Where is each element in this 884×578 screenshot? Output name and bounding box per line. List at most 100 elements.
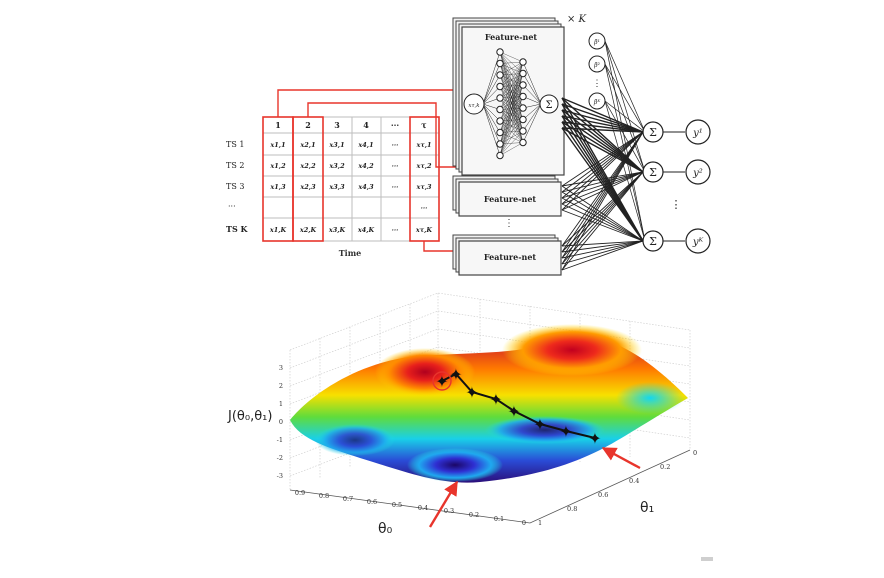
theta1-tick: 0.2 [660,463,670,471]
table-headers: 1 2 3 4 ··· τ [275,120,426,130]
theta1-tick: 0 [693,449,697,457]
output-arrows [663,131,685,242]
highlight-col-2 [292,116,324,242]
connector-col-tau [423,241,458,252]
col-header: 2 [305,120,311,130]
step-star: ✦ [489,390,502,409]
net-vdots: ⋮ [504,218,514,229]
surface-plot: ✦ ✦ ✦ ✦ ✦ ✦ ✦ ✦ 3 2 1 0 -1 -2 -3 J(θ₀,θ₁… [227,292,697,537]
z-tick: -1 [277,436,283,444]
hidden-node [496,128,504,137]
hidden-node [519,104,527,112]
z-tick: 1 [279,400,283,408]
row-labels: TS 1 TS 2 TS 3 ··· TS K [226,140,249,234]
theta0-tick: 0.6 [367,498,377,506]
output-sum-label: Σ [649,126,657,139]
col-header: 4 [363,120,369,130]
feature-net-label: Feature-net [484,252,537,262]
hidden-node [496,82,504,91]
table-grid [263,116,439,242]
theta0-tick: 0.1 [494,515,504,523]
plot-axes [289,449,691,524]
scroll-indicator [701,557,713,561]
theta0-tick: 0.4 [418,504,428,512]
hidden-node [496,140,504,148]
beta-vdots: ⋮ [593,79,602,89]
step-star: ✦ [588,429,601,448]
z-tick: -3 [277,472,283,480]
feature-net-stack-k [452,234,562,276]
table-cell: ··· [392,141,399,149]
table-cell: x2,3 [299,183,316,191]
output-label: y² [692,168,703,179]
theta1-tick: 1 [538,519,542,527]
beta-label: β² [593,62,600,69]
table-cell: x3,2 [328,162,345,170]
hidden-node [519,81,527,89]
hidden-node [519,115,527,124]
output-nodes: y¹ y² ⋮ yᴷ [671,119,711,254]
hidden-node [519,92,527,101]
theta1-tick: 0.4 [629,477,639,485]
time-series-table: 1 2 3 4 ··· τ TS 1 TS 2 TS 3 ··· TS K x1… [226,89,458,258]
table-cell: ··· [392,183,399,191]
table-cell: x4,2 [357,162,374,170]
theta0-axis-label: θ₀ [378,521,393,537]
beta-node [588,32,606,50]
beta-nodes: β¹ β² ⋮ βᴷ [588,32,606,110]
hidden-node [496,59,504,68]
hidden-node [519,138,527,147]
theta0-tick: 0.5 [392,501,402,509]
feature-net-stack-2 [452,175,562,217]
table-cell: xτ,K [415,226,433,234]
output-node [685,119,711,145]
output-sum-label: Σ [649,166,657,179]
times-k-label: × K [567,14,587,25]
z-tick: 3 [279,364,283,372]
theta0-tick: 0.2 [469,511,479,519]
table-cell: x3,K [328,226,346,234]
output-node [685,159,711,185]
table-cell: x4,1 [357,141,373,149]
table-cells: x1,1 x2,1 x3,1 x4,1 ··· xτ,1 x1,2 x2,2 x… [269,141,433,234]
feature-net-title: Feature-net [485,32,538,42]
table-cell: ··· [392,162,399,170]
table-cell: x2,2 [299,162,316,170]
beta-node [588,55,606,73]
theta0-tick: 0.9 [295,489,305,497]
row-label: TS 2 [226,161,244,170]
step-star: ✦ [559,422,572,441]
z-ticks: 3 2 1 0 -1 -2 -3 [277,364,283,480]
col-header: 1 [275,120,281,130]
theta0-tick: 0.3 [444,507,454,515]
inner-neural-net: xτ,k Σ [463,48,559,160]
theta1-ticks: 0 0.2 0.4 0.6 0.8 1 [538,449,697,527]
z-axis-label: J(θ₀,θ₁) [227,409,272,424]
theta0-tick: 0.7 [343,495,353,503]
table-cell: x4,3 [357,183,374,191]
z-tick: 2 [279,382,283,390]
col-header: 3 [334,120,340,130]
beta-node [588,92,606,110]
theta1-axis-label: θ₁ [640,500,654,516]
table-cell: x3,3 [328,183,345,191]
theta0-ticks: 0.9 0.8 0.7 0.6 0.5 0.4 0.3 0.2 0.1 0 [295,489,526,527]
col-header: ··· [391,120,400,130]
output-node [685,228,711,254]
row-label: TS K [226,224,249,234]
row-label: TS 1 [226,140,244,149]
table-cell: x2,K [299,226,317,234]
row-label: ··· [228,202,236,211]
hidden-node [519,58,527,66]
output-label: yᴷ [692,237,705,248]
hidden-node [496,94,504,102]
valley-arrow-2 [601,446,641,470]
output-edges [561,40,646,271]
descent-path [441,372,596,439]
beta-label: βᴷ [593,99,600,106]
table-cell: x1,2 [269,162,286,170]
table-cell: xτ,2 [415,162,432,170]
step-star: ✦ [465,383,478,402]
hidden-node [496,151,504,160]
